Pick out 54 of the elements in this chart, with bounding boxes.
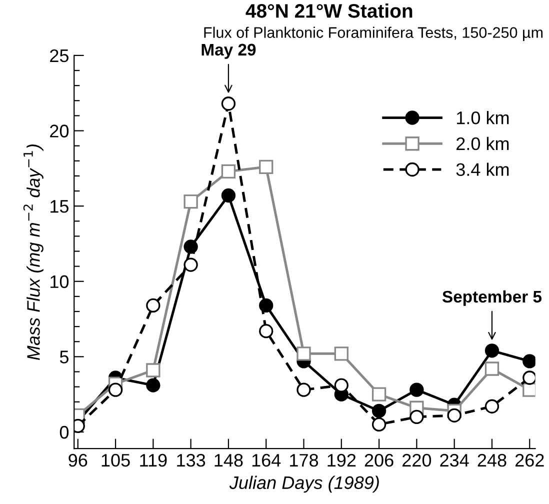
x-tick-label: 262 bbox=[515, 454, 544, 467]
legend-label: 2.0 km bbox=[456, 136, 509, 150]
point bbox=[447, 408, 462, 423]
y-tick-label: 10 bbox=[50, 275, 69, 288]
point bbox=[372, 417, 386, 432]
point bbox=[484, 344, 500, 358]
point bbox=[410, 382, 424, 397]
legend-label: 1.0 km bbox=[457, 111, 509, 124]
x-tick-label: 192 bbox=[328, 454, 356, 467]
y-tick-label: 20 bbox=[50, 124, 69, 138]
y-axis-title: Mass Flux (mg m$^{−2}$ day$^{−1}$) bbox=[23, 144, 44, 360]
point bbox=[372, 404, 386, 418]
x-tick-label: 148 bbox=[214, 454, 243, 467]
point bbox=[522, 354, 536, 368]
point bbox=[146, 378, 160, 392]
x-tick-label: 248 bbox=[478, 454, 506, 467]
x-tick-label: 234 bbox=[440, 454, 469, 467]
point bbox=[522, 370, 536, 385]
point bbox=[184, 258, 198, 272]
point bbox=[146, 298, 160, 313]
point bbox=[484, 399, 500, 414]
point bbox=[259, 324, 274, 338]
x-tick-label: 105 bbox=[102, 454, 130, 467]
x-tick-label: 133 bbox=[177, 454, 206, 467]
point bbox=[221, 188, 236, 203]
point bbox=[334, 346, 348, 361]
chart-subtitle: Flux of Planktonic Foraminifera Tests, 150-250 µm bbox=[204, 26, 543, 41]
point bbox=[108, 382, 123, 397]
x-tick-label: 164 bbox=[252, 454, 281, 467]
x-tick-label: 178 bbox=[290, 454, 318, 467]
point bbox=[410, 410, 424, 424]
point bbox=[372, 387, 386, 402]
x-axis-title: Julian Days (1989) bbox=[229, 476, 379, 493]
point bbox=[296, 382, 311, 397]
point bbox=[484, 362, 500, 376]
y-tick-label: 15 bbox=[50, 200, 68, 213]
point bbox=[184, 194, 198, 209]
legend-label: 3.4 km bbox=[456, 162, 509, 176]
x-tick-label: 96 bbox=[68, 454, 88, 467]
point bbox=[334, 378, 348, 392]
y-tick-label: 0 bbox=[60, 426, 69, 439]
y-tick-label: 5 bbox=[60, 350, 68, 364]
x-tick-label: 119 bbox=[140, 454, 167, 467]
annotation: May 29 bbox=[202, 44, 256, 59]
annotation: September 5 bbox=[442, 290, 542, 306]
point bbox=[296, 346, 311, 361]
x-tick-label: 206 bbox=[364, 454, 394, 467]
y-tick-label: 25 bbox=[50, 49, 68, 62]
x-tick-label: 220 bbox=[402, 454, 432, 467]
point bbox=[146, 363, 160, 378]
chart-title: 48°N 21°W Station bbox=[246, 4, 412, 18]
point bbox=[221, 164, 236, 179]
point bbox=[259, 160, 274, 174]
point bbox=[221, 96, 236, 111]
